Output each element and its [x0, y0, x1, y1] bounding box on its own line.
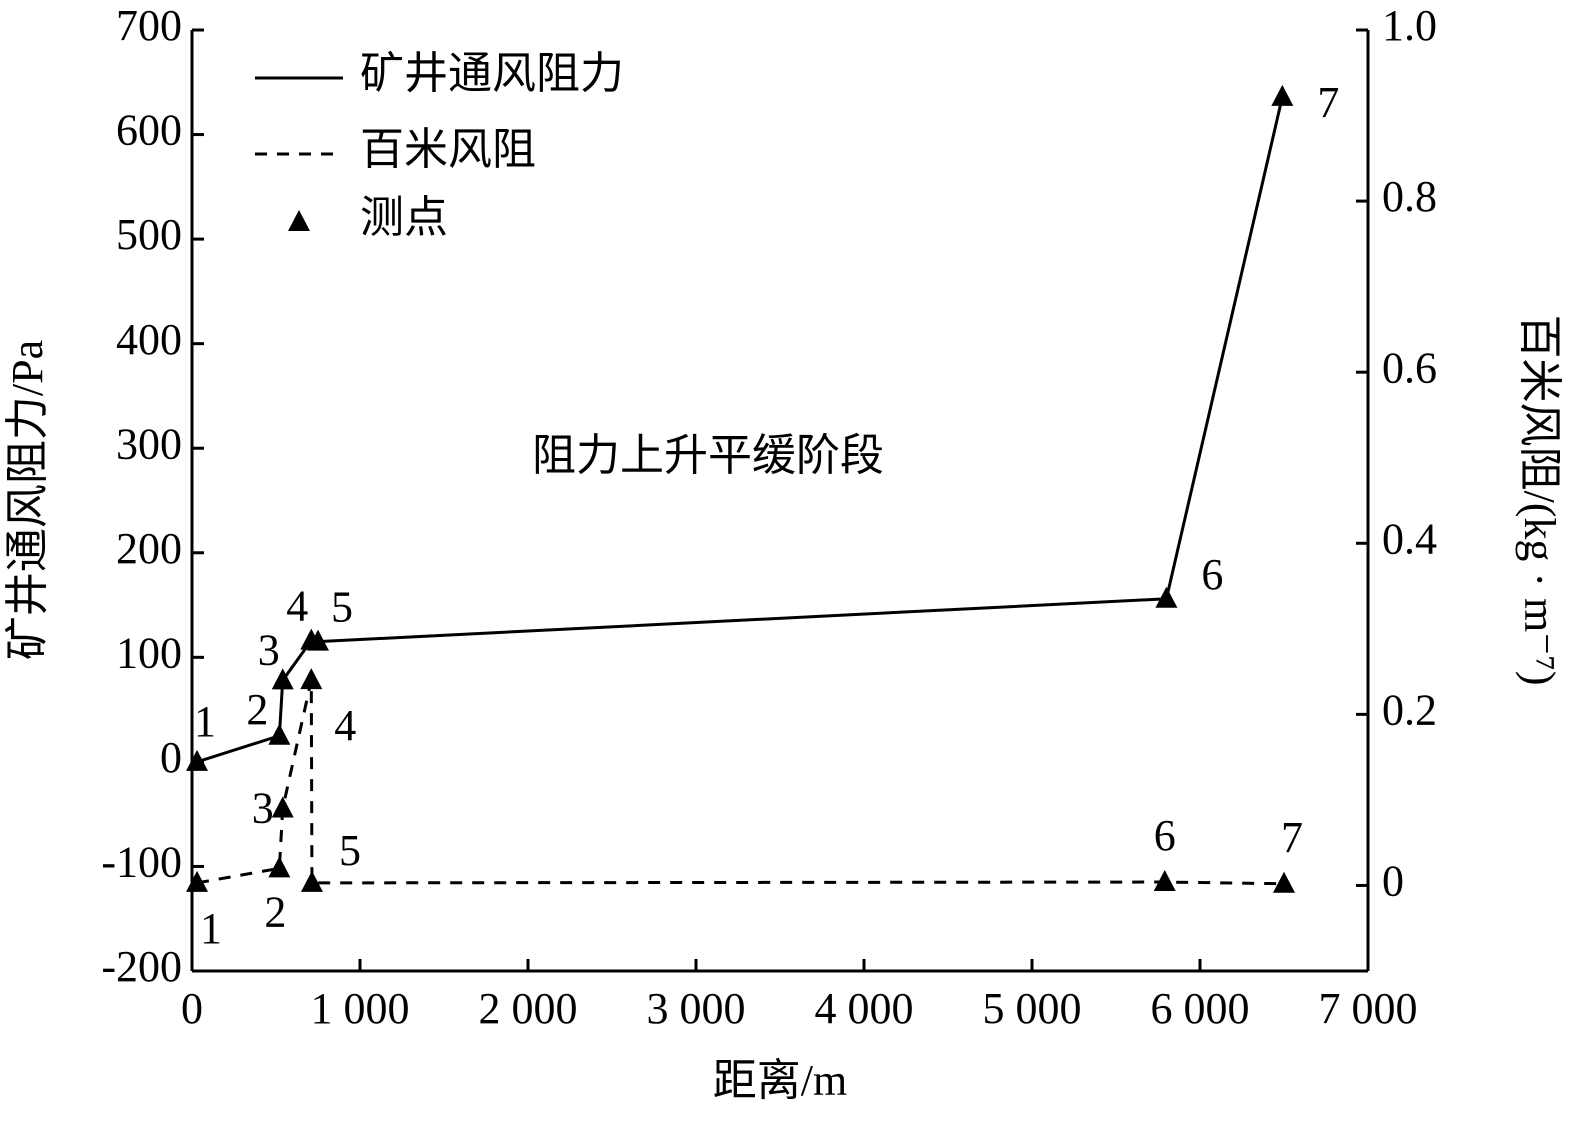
y-axis-title: 矿井通风阻力/Pa: [3, 340, 52, 660]
y-tick-label: -100: [101, 838, 182, 887]
point-marker: [271, 796, 294, 818]
legend-label: 矿井通风阻力: [360, 49, 624, 98]
legend-marker: [288, 210, 310, 231]
y2-tick-label: 0.4: [1382, 514, 1437, 563]
point-marker: [1273, 871, 1295, 893]
point-label: 4: [334, 701, 356, 750]
legend-label: 百米风阻: [360, 125, 536, 174]
x-tick-label: 5 000: [983, 984, 1082, 1033]
point-marker: [1153, 870, 1176, 892]
x-tick-label: 6 000: [1151, 984, 1250, 1033]
y-tick-label: 300: [116, 419, 182, 468]
y-tick-label: 0: [160, 733, 182, 782]
point-marker: [307, 629, 329, 651]
y-tick-label: 400: [116, 315, 182, 364]
y-tick-label: 200: [116, 524, 182, 573]
point-marker: [268, 723, 291, 745]
point-label: 4: [286, 582, 308, 631]
point-marker: [186, 870, 209, 892]
y2-tick-label: 1.0: [1382, 1, 1437, 50]
x-tick-label: 3 000: [647, 984, 746, 1033]
legend-label: 测点: [360, 193, 448, 242]
point-marker: [1271, 84, 1294, 106]
point-label: 6: [1201, 550, 1223, 599]
point-marker: [300, 870, 323, 892]
y-tick-label: 700: [116, 1, 182, 50]
y2-tick-label: 0.2: [1382, 685, 1437, 734]
y2-tick-label: 0.8: [1382, 172, 1437, 221]
point-label: 7: [1281, 813, 1303, 862]
point-label: 1: [194, 697, 216, 746]
point-label: 2: [246, 685, 268, 734]
annotation: 阻力上升平缓阶段: [532, 431, 884, 480]
x-tick-label: 0: [181, 984, 203, 1033]
point-label: 5: [339, 826, 361, 875]
x-tick-label: 7 000: [1319, 984, 1418, 1033]
y-tick-label: 500: [116, 210, 182, 259]
point-label: 6: [1154, 811, 1176, 860]
point-label: 7: [1317, 78, 1339, 127]
point-marker: [186, 749, 209, 771]
y-tick-label: 600: [116, 106, 182, 155]
y2-tick-label: 0.6: [1382, 343, 1437, 392]
point-marker: [1155, 586, 1178, 608]
point-marker: [300, 668, 323, 690]
x-tick-label: 4 000: [815, 984, 914, 1033]
y-tick-label: 100: [116, 628, 182, 677]
y2-axis-title: 百米风阻/(kg · m⁻⁷): [1515, 315, 1564, 686]
point-label: 1: [200, 904, 222, 953]
point-label: 5: [331, 583, 353, 632]
x-axis-title: 距离/m: [713, 1056, 847, 1105]
point-label: 3: [258, 625, 280, 674]
x-tick-label: 2 000: [479, 984, 578, 1033]
point-marker: [268, 856, 291, 878]
x-tick-label: 1 000: [311, 984, 410, 1033]
y2-tick-label: 0: [1382, 857, 1404, 906]
point-label: 2: [264, 887, 286, 936]
point-label: 3: [252, 784, 274, 833]
point-marker: [271, 668, 294, 690]
y-tick-label: -200: [101, 942, 182, 991]
